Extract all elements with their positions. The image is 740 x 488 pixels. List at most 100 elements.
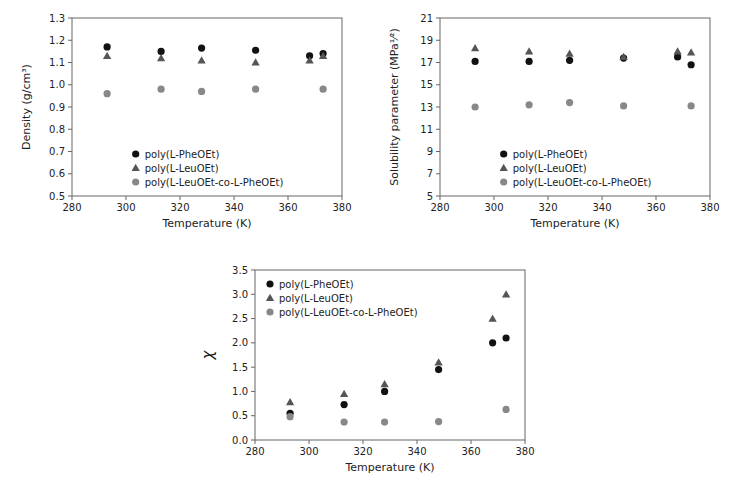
- point: [381, 388, 388, 395]
- x-tick: [494, 196, 495, 200]
- y-tick-label: 19: [420, 35, 433, 46]
- x-tick-label: 360: [461, 446, 480, 457]
- panel: 280300320340360380579111315171921Tempera…: [388, 13, 720, 231]
- legend-marker: [266, 280, 273, 287]
- y-tick: [436, 151, 440, 152]
- x-tick-label: 340: [407, 446, 426, 457]
- point: [434, 358, 442, 365]
- point: [198, 44, 205, 51]
- y-tick: [68, 129, 72, 130]
- point: [489, 339, 496, 346]
- legend-marker: [500, 150, 507, 157]
- y-axis-label: Density (g/cm³): [20, 64, 33, 150]
- point: [103, 52, 111, 59]
- x-tick: [471, 440, 472, 444]
- y-tick: [251, 440, 255, 441]
- legend-marker: [132, 150, 139, 157]
- y-tick-label: 2.5: [232, 313, 248, 324]
- y-tick-label: 7: [427, 168, 433, 179]
- y-tick-label: 9: [427, 146, 433, 157]
- point: [435, 418, 442, 425]
- y-tick: [251, 415, 255, 416]
- series: [471, 44, 695, 60]
- x-tick: [710, 196, 711, 200]
- point: [471, 44, 479, 51]
- y-tick: [68, 151, 72, 152]
- y-tick: [436, 84, 440, 85]
- y-tick: [436, 18, 440, 19]
- y-tick-label: 21: [420, 13, 433, 24]
- legend: poly(L-PheOEt)poly(L-LeuOEt)poly(L-LeuOE…: [132, 149, 284, 188]
- point: [472, 103, 479, 110]
- y-tick: [436, 129, 440, 130]
- legend-label: poly(L-PheOEt): [279, 279, 354, 290]
- legend-marker: [132, 178, 139, 185]
- legend-marker: [500, 164, 508, 171]
- y-tick-label: 0.6: [49, 168, 65, 179]
- y-tick-label: 13: [420, 102, 433, 113]
- y-tick: [68, 84, 72, 85]
- point: [340, 390, 348, 397]
- y-tick: [251, 270, 255, 271]
- y-tick-label: 1.5: [232, 362, 248, 373]
- y-tick-label: 0.9: [49, 102, 65, 113]
- x-tick-label: 300: [484, 202, 503, 213]
- legend-item: poly(L-PheOEt): [500, 149, 587, 160]
- point: [252, 47, 259, 54]
- point: [319, 52, 327, 59]
- plot-frame: [255, 270, 525, 440]
- point: [688, 102, 695, 109]
- x-tick-label: 320: [353, 446, 372, 457]
- y-tick: [68, 107, 72, 108]
- x-tick: [602, 196, 603, 200]
- y-tick: [251, 342, 255, 343]
- marks: [471, 44, 695, 111]
- y-tick-label: 15: [420, 79, 433, 90]
- y-axis-label: χ: [199, 349, 217, 360]
- legend-label: poly(L-LeuOEt): [145, 163, 219, 174]
- y-tick-label: 3.5: [232, 265, 248, 276]
- x-tick-label: 280: [245, 446, 264, 457]
- point: [566, 99, 573, 106]
- point: [286, 398, 294, 405]
- series: [103, 52, 327, 66]
- x-tick: [255, 440, 256, 444]
- point: [620, 102, 627, 109]
- y-tick-label: 1.2: [49, 35, 65, 46]
- x-tick-label: 380: [515, 446, 534, 457]
- point: [526, 101, 533, 108]
- legend: poly(L-PheOEt)poly(L-LeuOEt)poly(L-LeuOE…: [500, 149, 652, 188]
- point: [503, 406, 510, 413]
- point: [503, 334, 510, 341]
- panel: 2803003203403603800.00.51.01.52.02.53.03…: [199, 265, 535, 475]
- point: [320, 86, 327, 93]
- y-tick: [251, 391, 255, 392]
- y-tick-label: 17: [420, 57, 433, 68]
- point: [287, 413, 294, 420]
- point: [472, 58, 479, 65]
- x-axis-label: Temperature (K): [345, 461, 435, 474]
- x-tick: [126, 196, 127, 200]
- legend-item: poly(L-PheOEt): [266, 279, 353, 290]
- legend-label: poly(L-PheOEt): [145, 149, 220, 160]
- x-tick-label: 360: [278, 202, 297, 213]
- panel: 2803003203403603800.50.60.70.80.91.01.11…: [20, 13, 352, 231]
- legend-item: poly(L-LeuOEt): [500, 163, 587, 174]
- x-tick: [417, 440, 418, 444]
- y-tick: [251, 294, 255, 295]
- point: [502, 290, 510, 297]
- series: [287, 334, 510, 416]
- point: [341, 418, 348, 425]
- legend-label: poly(L-LeuOEt): [513, 163, 587, 174]
- x-tick-label: 280: [62, 202, 81, 213]
- point: [619, 53, 627, 60]
- y-tick-label: 5: [427, 191, 433, 202]
- point: [252, 86, 259, 93]
- legend-marker: [132, 164, 140, 171]
- y-tick-label: 1.3: [49, 13, 65, 24]
- y-tick: [251, 367, 255, 368]
- y-tick-label: 1.0: [49, 79, 65, 90]
- x-tick: [72, 196, 73, 200]
- point: [488, 314, 496, 321]
- x-tick-label: 360: [646, 202, 665, 213]
